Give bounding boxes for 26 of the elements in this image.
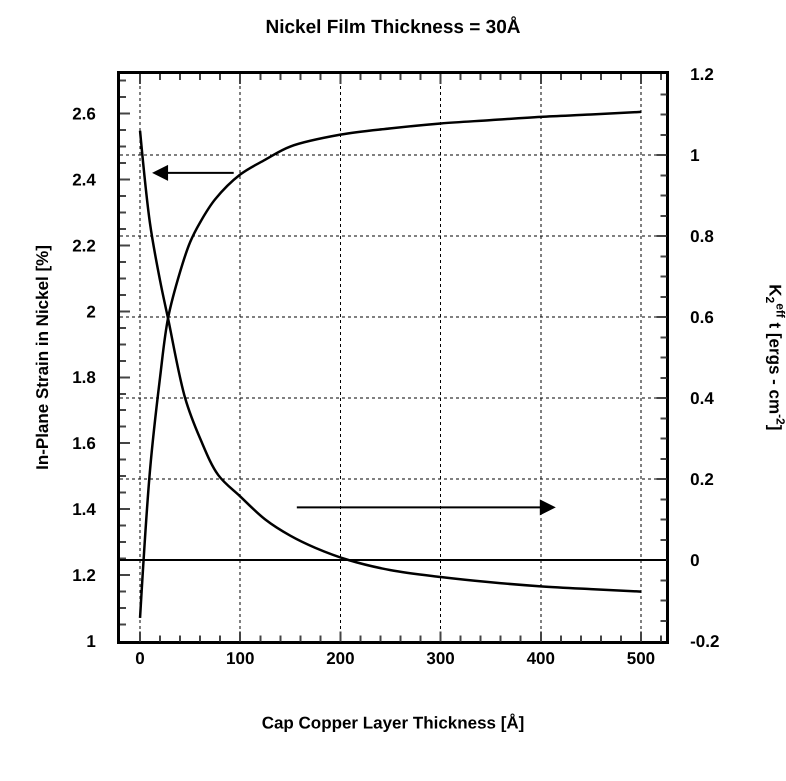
y-tick-label: 1.4 <box>72 500 96 520</box>
x-tick-label: 100 <box>226 649 254 668</box>
y2-tick-label: 0.2 <box>690 470 714 489</box>
y2-tick-label: 0 <box>690 550 700 570</box>
y-tick-label: 2.2 <box>72 236 96 256</box>
y2-tick-label: 0.6 <box>690 308 714 327</box>
chart-title: Nickel Film Thickness = 30Å <box>265 16 521 38</box>
x-axis-title: Cap Copper Layer Thickness [Å] <box>262 714 524 733</box>
y-tick-label: 2.4 <box>72 170 96 190</box>
y2-tick-label: 0.8 <box>690 226 714 246</box>
x-tick-label: 0 <box>135 649 145 668</box>
y2-tick-label: 1.2 <box>690 64 714 84</box>
y-tick-label: 1.2 <box>72 566 96 586</box>
y-tick-label: 1.6 <box>72 434 96 454</box>
y-axis-title: In-Plane Strain in Nickel [%] <box>32 245 52 470</box>
x-tick-label: 500 <box>626 649 656 668</box>
y-tick-label: 1 <box>86 632 96 651</box>
y-tick-label: 2.6 <box>72 104 96 124</box>
y-tick-label: 2 <box>86 302 96 322</box>
y2-tick-label: 1 <box>690 146 700 165</box>
x-tick-label: 300 <box>426 649 455 668</box>
x-tick-label: 400 <box>526 649 555 668</box>
y2-tick-label: -0.2 <box>690 632 720 651</box>
y-tick-label: 1.8 <box>72 368 96 388</box>
y2-tick-label: 0.4 <box>690 388 714 408</box>
x-tick-label: 200 <box>326 649 355 668</box>
